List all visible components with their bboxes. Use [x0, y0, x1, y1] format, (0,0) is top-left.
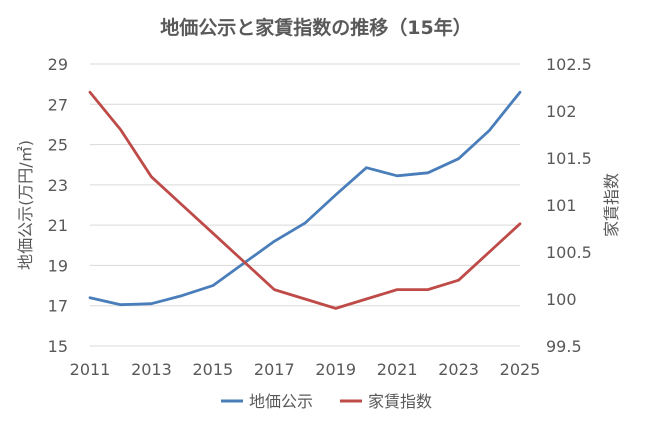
- y-right-tick-label: 101: [546, 196, 577, 215]
- legend: 地価公示 家賃指数: [221, 392, 432, 411]
- chart-title: 地価公示と家賃指数の推移（15年）: [160, 16, 471, 39]
- x-tick-label: 2023: [438, 360, 479, 379]
- x-tick-label: 2013: [131, 360, 172, 379]
- y-right-tick-label: 101.5: [546, 149, 592, 168]
- legend-label: 地価公示: [249, 392, 313, 411]
- y-left-tick-label: 25: [48, 136, 68, 155]
- x-tick-label: 2025: [500, 360, 541, 379]
- left-axis-ticks: 15 17 19 21 23 25 27 29: [48, 55, 68, 356]
- x-tick-label: 2017: [254, 360, 295, 379]
- series-layer: [88, 90, 522, 310]
- y-left-tick-label: 27: [48, 95, 68, 114]
- y-axis-left-label: 地価公示(万円/㎡): [16, 140, 35, 270]
- y-left-tick-label: 23: [48, 176, 68, 195]
- legend-label: 家賃指数: [368, 392, 432, 411]
- y-right-tick-label: 99.5: [546, 337, 582, 356]
- right-axis-ticks: 99.5 100 100.5 101 101.5 102 102.5: [546, 55, 592, 356]
- y-right-tick-label: 102: [546, 102, 577, 121]
- series-line-1: [88, 90, 522, 307]
- y-right-tick-label: 102.5: [546, 55, 592, 74]
- y-left-tick-label: 19: [48, 256, 68, 275]
- y-left-tick-label: 17: [48, 297, 68, 316]
- x-axis-ticks: 2011 2013 2015 2017 2019 2021 2023 2025: [70, 360, 541, 379]
- x-tick-label: 2019: [315, 360, 356, 379]
- series-line-2: [88, 90, 522, 310]
- y-right-tick-label: 100.5: [546, 243, 592, 262]
- y-left-tick-label: 21: [48, 216, 68, 235]
- y-left-tick-label: 29: [48, 55, 68, 74]
- x-tick-label: 2011: [70, 360, 111, 379]
- y-right-tick-label: 100: [546, 290, 577, 309]
- x-tick-label: 2021: [377, 360, 418, 379]
- y-axis-right-label: 家賃指数: [602, 173, 621, 237]
- x-tick-label: 2015: [192, 360, 233, 379]
- y-left-tick-label: 15: [48, 337, 68, 356]
